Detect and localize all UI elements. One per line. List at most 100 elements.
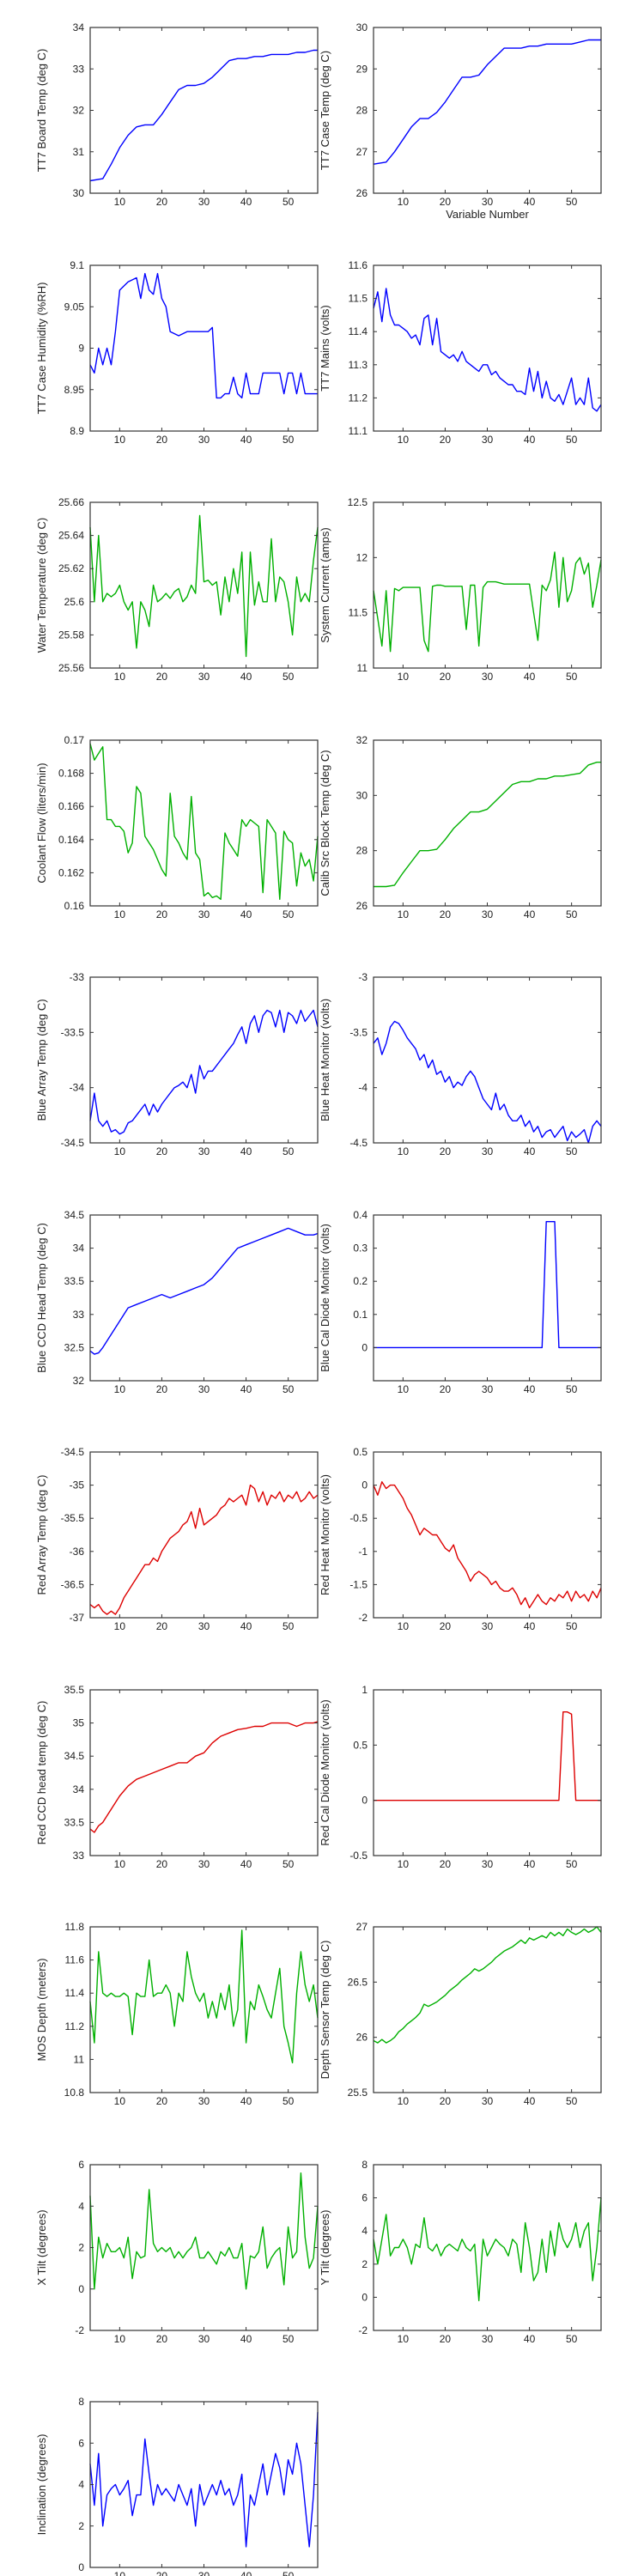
y-tick-label: 33 — [73, 1850, 85, 1862]
y-tick-label: 34 — [73, 21, 85, 33]
y-tick-label: -3.5 — [349, 1026, 368, 1038]
y-tick-label: -3 — [358, 971, 368, 983]
chart-panel-13: -37 -36.5 -36 -35.5 -35 -34.5 10 20 30 40 50 Red Ar… — [35, 1446, 319, 1632]
chart-2-series-line — [373, 39, 601, 165]
y-tick-label: 2 — [78, 2520, 84, 2532]
y-tick-label: -37 — [70, 1612, 85, 1624]
chart-18-plot-frame — [373, 1926, 602, 2093]
y-tick-label: -2 — [358, 2324, 368, 2336]
y-tick-label: 33 — [73, 63, 85, 75]
y-tick-label: 0 — [361, 1479, 368, 1492]
chart-19-series-line — [89, 2172, 319, 2290]
chart-panel-7: 0.16 0.162 0.164 0.166 0.168 0.17 10 20 30 40 50 Co… — [35, 734, 319, 920]
y-tick-label: 26 — [356, 187, 368, 199]
y-tick-label: 30 — [356, 789, 368, 801]
y-tick-label: 11.8 — [65, 1921, 85, 1933]
y-tick-label: 0.5 — [353, 1739, 368, 1751]
x-tick-label: 50 — [283, 196, 295, 208]
x-tick-label: 50 — [566, 908, 578, 920]
y-tick-label: 11.5 — [349, 293, 368, 305]
chart-11-series-line — [89, 1227, 319, 1355]
y-tick-label: 34.5 — [64, 1209, 85, 1221]
x-tick-label: 10 — [398, 908, 410, 920]
y-tick-label: 11.1 — [349, 425, 368, 437]
x-tick-label: 20 — [440, 1620, 452, 1632]
x-tick-label: 30 — [198, 1145, 210, 1157]
y-tick-label: -33 — [70, 971, 85, 983]
x-tick-label: 20 — [440, 434, 452, 446]
y-tick-label: -35.5 — [61, 1512, 85, 1524]
x-tick-label: 20 — [156, 2095, 168, 2107]
y-axis-label: Blue Cal Diode Monitor (volts) — [319, 1224, 331, 1372]
y-axis-label: TT7 Case Humidity (%RH) — [35, 283, 48, 415]
chart-7-series-line — [89, 743, 319, 900]
x-tick-label: 40 — [524, 1145, 536, 1157]
y-tick-label: 31 — [73, 146, 85, 158]
x-tick-label: 10 — [114, 434, 126, 446]
x-tick-label: 40 — [240, 1383, 252, 1395]
chart-1-plot-frame — [89, 27, 319, 194]
x-tick-label: 10 — [114, 908, 126, 920]
y-tick-label: -35 — [70, 1479, 85, 1492]
y-tick-label: 32 — [73, 105, 85, 117]
x-tick-label: 50 — [566, 1383, 578, 1395]
x-tick-label: 30 — [198, 2570, 210, 2576]
x-tick-label: 40 — [240, 2333, 252, 2345]
chart-21-plot-frame — [89, 2401, 319, 2568]
y-tick-label: 32 — [73, 1375, 85, 1387]
x-tick-label: 40 — [240, 1858, 252, 1870]
x-tick-label: 40 — [240, 908, 252, 920]
chart-9-series-line — [89, 1009, 319, 1135]
y-tick-label: -36 — [70, 1546, 85, 1558]
x-tick-label: 10 — [398, 196, 410, 208]
x-tick-label: 10 — [398, 2095, 410, 2107]
x-tick-label: 30 — [198, 671, 210, 683]
x-tick-label: 40 — [240, 1145, 252, 1157]
x-tick-label: 20 — [156, 1145, 168, 1157]
x-tick-label: 20 — [156, 434, 168, 446]
y-tick-label: -4.5 — [349, 1137, 368, 1149]
chart-5-series-line — [89, 514, 319, 658]
y-axis-label: TT7 Case Temp (deg C) — [319, 51, 331, 170]
y-axis-label: Coolant Flow (liters/min) — [35, 762, 48, 883]
chart-panel-14: -2 -1.5 -1 -0.5 0 0.5 10 20 30 40 50 Red Heat Monit… — [319, 1446, 602, 1632]
x-tick-label: 20 — [440, 1145, 452, 1157]
x-tick-label: 40 — [240, 2570, 252, 2576]
y-tick-label: 33 — [73, 1309, 85, 1321]
chart-panel-9: -34.5 -34 -33.5 -33 10 20 30 40 50 Blue Array Tem… — [35, 971, 319, 1157]
x-tick-label: 10 — [398, 1145, 410, 1157]
y-tick-label: 6 — [361, 2192, 368, 2204]
y-tick-label: 0 — [361, 1341, 368, 1353]
x-tick-label: 20 — [440, 671, 452, 683]
x-tick-label: 50 — [283, 2333, 295, 2345]
chart-panel-1: 30 31 32 33 34 10 20 30 40 50 TT7 Board Temp (deg … — [35, 21, 319, 208]
x-tick-label: 10 — [114, 1858, 126, 1870]
chart-4-series-line — [373, 288, 602, 412]
chart-18-series-line — [373, 1926, 602, 2044]
chart-panel-20: -2 0 2 4 6 8 10 20 30 40 50 Y Tilt (degrees) — [319, 2159, 602, 2345]
chart-1-series-line — [89, 49, 318, 182]
chart-16-plot-frame — [373, 1689, 602, 1856]
chart-panel-10: -4.5 -4 -3.5 -3 10 20 30 40 50 Blue Heat Monitor … — [319, 971, 602, 1157]
y-tick-label: -36.5 — [61, 1578, 85, 1590]
y-axis-label: Blue Heat Monitor (volts) — [319, 999, 331, 1121]
x-tick-label: 50 — [283, 1858, 295, 1870]
y-tick-label: 25.64 — [58, 530, 84, 542]
chart-13-series-line — [89, 1484, 319, 1615]
y-tick-label: 12 — [356, 551, 368, 563]
y-tick-label: 0.164 — [58, 834, 84, 846]
x-tick-label: 40 — [524, 1858, 536, 1870]
y-tick-label: -1.5 — [349, 1578, 368, 1590]
chart-panel-18: 25.5 26 26.5 27 10 20 30 40 50 Depth Sensor Temp … — [319, 1921, 602, 2107]
x-tick-label: 30 — [482, 196, 494, 208]
x-tick-label: 10 — [398, 434, 410, 446]
y-tick-label: 25.62 — [58, 562, 84, 574]
y-tick-label: 26 — [356, 2032, 368, 2044]
y-tick-label: 27 — [356, 146, 368, 158]
chart-12-plot-frame — [373, 1214, 602, 1382]
y-tick-label: 27 — [356, 1921, 368, 1933]
y-tick-label: 11.2 — [65, 2020, 85, 2032]
chart-panel-12: 0 0.1 0.2 0.3 0.4 10 20 30 40 50 Blue Cal Diode Mo… — [319, 1209, 602, 1395]
x-tick-label: 20 — [440, 2333, 452, 2345]
